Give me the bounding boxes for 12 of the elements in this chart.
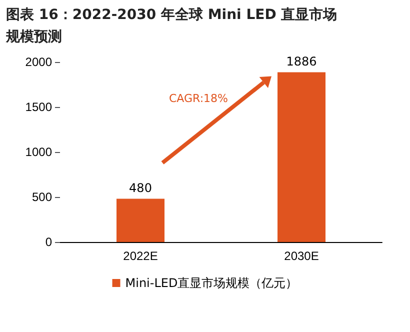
- x-tick-label: 2022E: [123, 249, 158, 263]
- y-tick-label: 1500: [25, 100, 52, 114]
- chart-title: 图表 16：2022-2030 年全球 Mini LED 直显市场规模预测: [6, 6, 338, 47]
- data-label: 1886: [286, 54, 317, 68]
- y-tick-label: 2000: [25, 55, 52, 69]
- y-tick-label: 1000: [25, 145, 52, 159]
- y-tick-label: 500: [32, 190, 52, 204]
- legend-label: Mini-LED直显市场规模（亿元）: [125, 276, 298, 290]
- annotation: CAGR:18%: [169, 92, 228, 105]
- data-label: 480: [129, 180, 152, 195]
- y-tick-label: 0: [45, 235, 52, 249]
- x-tick-label: 2030E: [284, 249, 319, 263]
